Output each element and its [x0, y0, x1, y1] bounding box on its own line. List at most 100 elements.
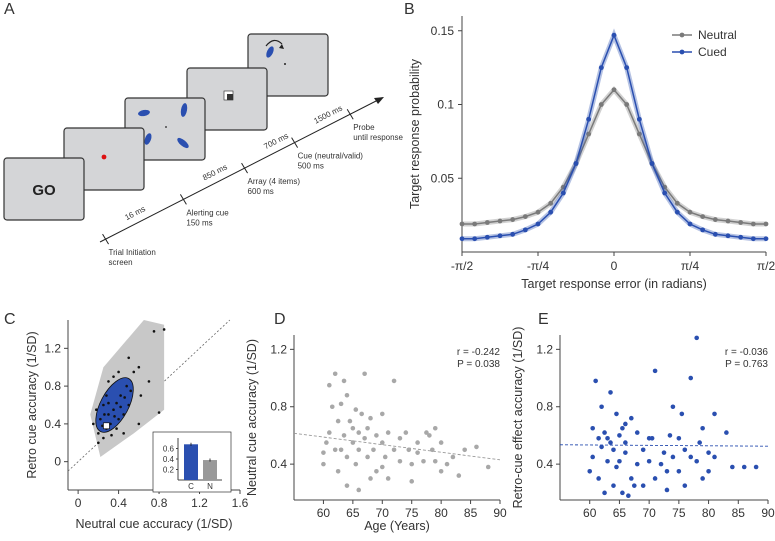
data-point: [97, 441, 100, 445]
chart-b: -π/2 -π/4 0 π/4 π/2 0.05 0.1 0.15 Target respons…: [408, 16, 775, 291]
data-point: [99, 417, 102, 421]
data-point: [335, 418, 341, 424]
data-point: [674, 200, 680, 206]
series-band-neutral: [462, 85, 766, 227]
y-axis-label: Target response probability: [408, 58, 422, 209]
data-point: [374, 469, 379, 474]
probe-item-icon: [265, 39, 286, 65]
data-point: [359, 411, 364, 417]
go-text: GO: [32, 182, 56, 199]
data-point: [347, 418, 353, 424]
data-point: [611, 87, 617, 93]
data-point: [484, 220, 490, 225]
data-point: [485, 464, 491, 470]
data-point: [162, 328, 166, 331]
data-point: [341, 378, 347, 384]
data-point: [105, 394, 108, 397]
panel-d: D 60 65 70 75 80 85 90 0.4 0.8 1.2 Age (Years) Neut…: [245, 311, 507, 533]
inset-category-label: C: [188, 482, 194, 491]
data-point: [688, 454, 694, 460]
data-point: [652, 368, 658, 374]
y-tick-label: 0.4: [270, 457, 287, 471]
series-line-cued: [462, 33, 766, 240]
data-point: [110, 433, 113, 437]
data-point: [598, 102, 604, 107]
data-point: [688, 375, 694, 381]
chart-d: 60 65 70 75 80 85 90 0.4 0.8 1.2 Age (Years) Neutra…: [245, 335, 507, 533]
alerting-dot-icon: [101, 154, 107, 160]
chart-e: 60 65 70 75 80 85 90 0.4 0.8 1.2 Retro-cue effect …: [511, 327, 775, 520]
data-point: [636, 131, 642, 137]
data-point: [379, 411, 385, 417]
timeline-event-duration: 500 ms: [298, 162, 324, 171]
x-tick-label: 75: [672, 506, 686, 520]
data-point: [368, 415, 373, 421]
data-point: [620, 425, 625, 431]
data-point: [117, 417, 120, 421]
data-point: [593, 378, 598, 384]
data-point: [350, 440, 356, 445]
timeline-event-duration: until response: [353, 133, 403, 142]
data-point: [617, 433, 622, 438]
data-point: [674, 209, 680, 215]
data-point: [661, 450, 667, 455]
data-point: [662, 190, 668, 196]
data-point: [697, 440, 702, 445]
x-tick-label: -π/4: [527, 259, 550, 273]
data-point: [147, 380, 151, 383]
data-point: [649, 436, 655, 441]
data-point: [403, 430, 409, 435]
x-tick-label: 70: [642, 506, 656, 520]
data-point: [634, 430, 640, 435]
inset-y-tick-label: 0.6: [163, 445, 175, 454]
data-point: [649, 161, 655, 166]
data-point: [335, 469, 341, 474]
x-tick-label: 80: [434, 506, 448, 520]
data-point: [753, 464, 759, 470]
x-tick-label: 80: [702, 506, 716, 520]
data-point: [119, 405, 122, 409]
data-point: [456, 473, 462, 478]
x-tick-label: π/4: [681, 259, 700, 273]
correlation-p: P = 0.763: [725, 359, 768, 370]
y-tick-label: 1.2: [44, 341, 61, 355]
y-tick-label: 1.2: [270, 342, 287, 356]
data-point: [640, 447, 646, 453]
data-point: [356, 447, 362, 453]
data-point: [356, 487, 362, 493]
data-point: [137, 422, 141, 426]
timeline-tick: [346, 108, 354, 120]
data-point: [620, 490, 625, 496]
data-point: [623, 421, 628, 427]
inset-category-label: N: [207, 482, 213, 491]
y-tick-label: 1.2: [536, 342, 553, 356]
x-tick-label: 0: [611, 259, 618, 273]
x-tick-label: 65: [613, 506, 627, 520]
data-point: [406, 447, 412, 453]
data-point: [611, 32, 617, 38]
data-point: [608, 390, 613, 395]
data-point: [421, 458, 426, 464]
legend-marker: [679, 32, 685, 38]
panel-c-label: C: [4, 311, 16, 328]
mean-marker: [103, 422, 110, 430]
data-point: [626, 493, 631, 498]
data-point: [596, 476, 601, 481]
x-tick-label: 1.6: [232, 496, 249, 510]
timeline-tick: [291, 137, 299, 148]
data-point: [535, 221, 541, 227]
data-point: [687, 221, 693, 227]
y-tick-label: 0.8: [536, 400, 553, 414]
panel-e-label: E: [538, 311, 549, 328]
timeline-event: Probe: [353, 123, 375, 132]
data-point: [102, 403, 105, 407]
data-point: [629, 415, 634, 421]
inset-y-tick-label: 0.2: [163, 466, 175, 475]
data-point: [107, 401, 110, 405]
data-point: [324, 440, 329, 445]
data-point: [129, 389, 133, 393]
data-point: [332, 447, 338, 453]
data-point: [750, 236, 756, 242]
data-point: [101, 424, 104, 428]
data-point: [741, 464, 747, 470]
